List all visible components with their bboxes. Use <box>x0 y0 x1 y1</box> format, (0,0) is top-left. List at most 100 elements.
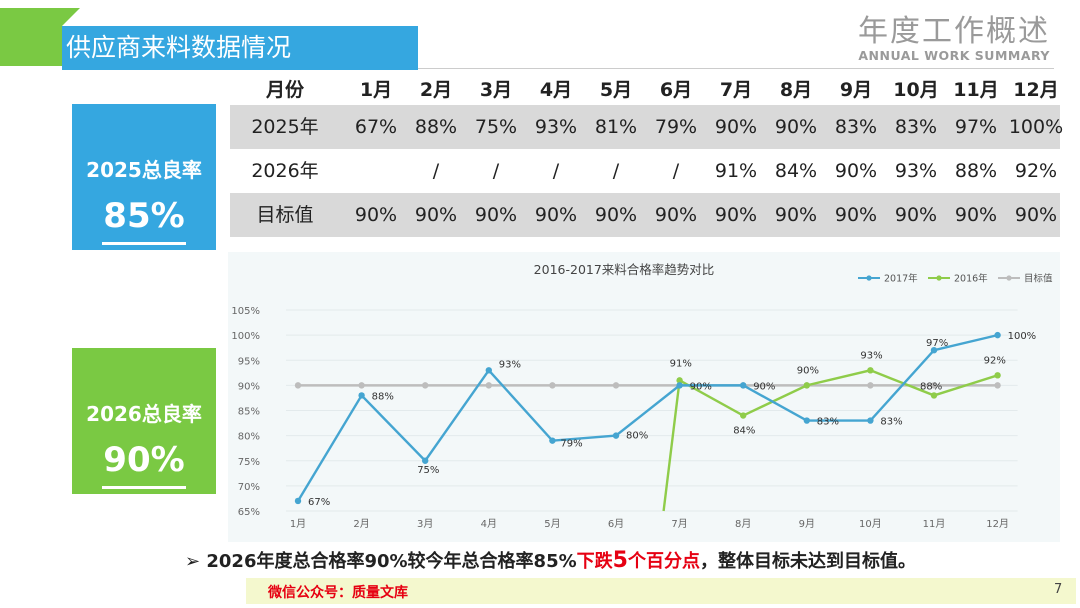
page-title: 年度工作概述 <box>858 14 1050 49</box>
data-label: 90% <box>753 381 775 392</box>
x-tick-label: 11月 <box>923 518 946 530</box>
x-tick-label: 2月 <box>353 518 369 530</box>
y-tick-label: 80% <box>238 432 260 443</box>
summary-underline <box>102 486 186 489</box>
data-label: 90% <box>797 365 819 376</box>
summary-underline <box>102 242 186 245</box>
table-cell: 97% <box>954 116 998 138</box>
data-point <box>612 432 620 439</box>
legend-marker <box>936 275 942 281</box>
legend-label: 目标值 <box>1024 273 1053 285</box>
data-point <box>294 382 302 389</box>
table-row: 2025年 67% 88% 75% 93% 81% 79% 90% 90% 83% 83% 97% 1… <box>230 105 1063 149</box>
table-header-cell: 9月 <box>839 79 873 101</box>
table-cell: 90% <box>714 116 758 138</box>
y-tick-label: 100% <box>231 331 260 342</box>
table-cell: / <box>672 160 680 182</box>
data-label: 97% <box>926 338 948 349</box>
conclusion-part1: 2026年度总合格率90%较今年总合格率85% <box>206 551 577 572</box>
table-cell: 88% <box>414 116 458 138</box>
table-cell: 90% <box>774 116 818 138</box>
page-number: 7 <box>1054 582 1063 597</box>
x-tick-label: 5月 <box>544 518 560 530</box>
table-row: 目标值 90% 90% 90% 90% 90% 90% 90% 90% 90% 90% 90% 90% <box>230 193 1060 237</box>
data-point <box>867 382 874 389</box>
data-label: 83% <box>817 417 839 428</box>
summary-box-2025: 2025总良率 85% <box>72 104 216 250</box>
data-point <box>422 382 429 389</box>
data-label: 88% <box>372 391 394 402</box>
table-row-label: 2025年 <box>251 116 319 138</box>
table-header-cell: 7月 <box>719 79 753 101</box>
y-tick-label: 85% <box>238 407 260 418</box>
table-cell: 93% <box>534 116 578 138</box>
table-cell: 90% <box>534 204 578 226</box>
table-cell: / <box>612 160 620 182</box>
table-header-cell: 8月 <box>779 79 813 101</box>
table-cell: 91% <box>714 160 758 182</box>
table-header-cell: 1月 <box>359 79 393 101</box>
table-header-cell: 11月 <box>953 79 999 101</box>
table-cell: 84% <box>774 160 818 182</box>
table-cell: 90% <box>774 204 818 226</box>
data-point <box>803 417 810 424</box>
y-tick-label: 65% <box>238 507 260 518</box>
data-point <box>485 367 492 374</box>
table-cell: 81% <box>594 116 638 138</box>
table-cell: / <box>492 160 500 182</box>
bullet-icon: ➢ <box>185 551 201 572</box>
table-header-cell: 6月 <box>659 79 693 101</box>
table-cell: 90% <box>834 204 878 226</box>
data-point <box>676 377 683 384</box>
table-header-cell: 5月 <box>599 79 633 101</box>
table-cell: 90% <box>594 204 638 226</box>
table-cell: 83% <box>894 116 938 138</box>
data-label: 79% <box>560 439 582 450</box>
table-cell: 90% <box>474 204 518 226</box>
x-tick-label: 4月 <box>481 518 497 530</box>
summary-value: 85% <box>103 196 185 236</box>
conclusion-part5: ，整体目标未达到目标值。 <box>699 551 916 572</box>
table-cell: 93% <box>894 160 938 182</box>
data-label: 93% <box>499 359 521 370</box>
table-cell <box>346 149 406 193</box>
table-cell: 90% <box>714 204 758 226</box>
data-point <box>485 382 492 389</box>
data-label: 84% <box>733 426 755 437</box>
table-header-cell: 10月 <box>893 79 939 101</box>
chart-background <box>228 252 1060 542</box>
table-cell: 90% <box>894 204 938 226</box>
summary-box-2026: 2026总良率 90% <box>72 348 216 494</box>
legend-label: 2017年 <box>884 273 918 285</box>
page-subtitle: ANNUAL WORK SUMMARY <box>858 48 1050 63</box>
table-header-cell: 月份 <box>265 79 304 101</box>
legend-marker <box>866 275 872 281</box>
conclusion-text: ➢ 2026年度总合格率90%较今年总合格率85%下跌5个百分点，整体目标未达到… <box>185 547 916 573</box>
x-tick-label: 1月 <box>290 518 306 530</box>
data-point <box>422 457 429 464</box>
y-tick-label: 75% <box>238 457 260 468</box>
table-header-row: 月份 1月 2月 3月 4月 5月 6月 7月 8月 9月 10月 11月 12月 <box>230 68 1060 112</box>
x-tick-label: 3月 <box>417 518 433 530</box>
summary-label: 2026总良率 <box>86 402 202 426</box>
data-point <box>358 392 365 399</box>
table-row: 2026年 / / / / / 91% 84% 90% 93% 88% 92% <box>230 149 1060 193</box>
data-point <box>867 367 874 374</box>
data-label: 93% <box>860 350 882 361</box>
summary-label: 2025总良率 <box>86 158 202 182</box>
table-cell: 90% <box>354 204 398 226</box>
x-tick-label: 10月 <box>859 518 882 530</box>
data-point <box>676 382 683 389</box>
data-point <box>358 382 365 389</box>
data-label: 67% <box>308 497 330 508</box>
data-point <box>994 372 1001 379</box>
x-tick-label: 9月 <box>799 518 815 530</box>
y-tick-label: 70% <box>238 482 260 493</box>
table-header-cell: 12月 <box>1013 79 1059 101</box>
header-notch <box>62 8 80 26</box>
y-tick-label: 105% <box>231 306 260 317</box>
footer-bar <box>246 578 1076 604</box>
table-cell: / <box>552 160 560 182</box>
table-cell: 90% <box>654 204 698 226</box>
data-point <box>930 347 938 354</box>
